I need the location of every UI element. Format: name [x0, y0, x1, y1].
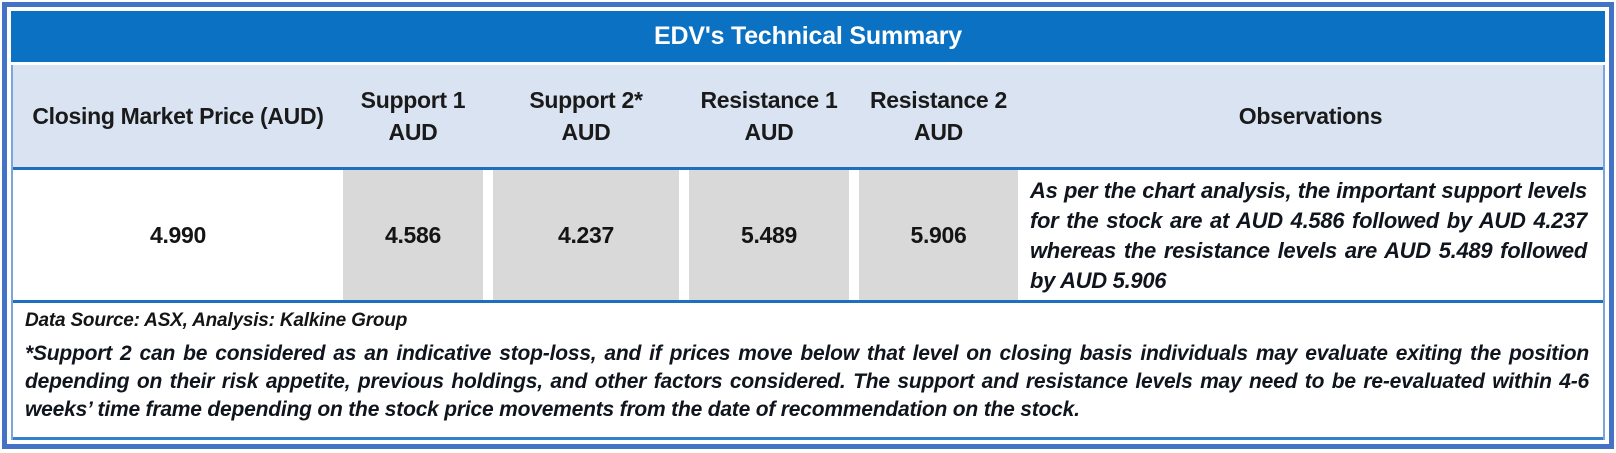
header-column-gap — [849, 65, 859, 167]
header-closing-market-price: Closing Market Price (AUD) — [13, 65, 343, 167]
title-divider — [11, 62, 1605, 65]
header-sublabel: AUD — [388, 119, 438, 145]
support-2-value: 4.237 — [557, 221, 615, 248]
observations-cell: As per the chart analysis, the important… — [1030, 178, 1587, 293]
support-2-cell: 4.237 — [493, 170, 679, 300]
column-gap — [679, 170, 689, 300]
table-data-row: 4.990 4.586 4.237 5.489 5.906 As per the… — [13, 170, 1603, 300]
header-support-1: Support 1 AUD — [343, 65, 483, 167]
resistance-2-value: 5.906 — [910, 221, 967, 248]
header-observations: Observations — [1018, 65, 1603, 167]
header-column-gap — [483, 65, 493, 167]
column-gap — [483, 170, 493, 300]
data-source-note: Data Source: ASX, Analysis: Kalkine Grou… — [25, 310, 408, 331]
header-sublabel: AUD — [914, 119, 963, 145]
header-sublabel: AUD — [744, 119, 794, 145]
header-label: Resistance 1 — [700, 87, 838, 113]
header-resistance-2: Resistance 2 AUD — [859, 65, 1018, 167]
resistance-1-cell: 5.489 — [689, 170, 849, 300]
header-label: Resistance 2 — [869, 87, 1008, 113]
header-label: Closing Market Price (AUD) — [32, 103, 324, 129]
data-footer-separator — [13, 300, 1603, 303]
resistance-2-cell: 5.906 — [859, 170, 1018, 300]
closing-price-value: 4.990 — [149, 221, 207, 248]
header-column-gap — [679, 65, 689, 167]
stop-loss-disclaimer: *Support 2 can be considered as an indic… — [25, 342, 1589, 421]
resistance-1-value: 5.489 — [740, 221, 798, 248]
header-data-separator — [13, 167, 1603, 170]
header-sublabel: AUD — [561, 119, 611, 145]
support-1-cell: 4.586 — [343, 170, 483, 300]
header-support-2: Support 2* AUD — [493, 65, 679, 167]
header-label: Support 2* — [529, 87, 643, 113]
column-gap — [849, 170, 859, 300]
table-title-bar: EDV's Technical Summary — [11, 11, 1605, 62]
closing-price-cell: 4.990 — [13, 170, 343, 300]
header-label: Observations — [1238, 103, 1383, 129]
table-body: Closing Market Price (AUD) Support 1 AUD… — [11, 65, 1605, 440]
table-footer: Data Source: ASX, Analysis: Kalkine Grou… — [13, 303, 1603, 440]
table-title: EDV's Technical Summary — [654, 22, 962, 50]
support-1-value: 4.586 — [384, 221, 442, 248]
header-resistance-1: Resistance 1 AUD — [689, 65, 849, 167]
header-label: Support 1 — [360, 87, 466, 113]
table-header-row: Closing Market Price (AUD) Support 1 AUD… — [13, 65, 1603, 167]
